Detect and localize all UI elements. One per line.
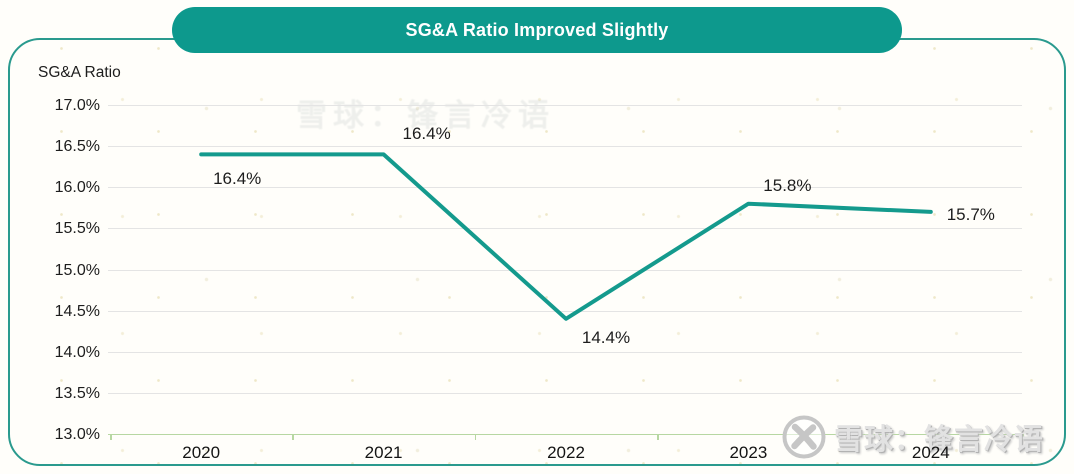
x-axis-tick: [657, 434, 659, 440]
y-axis-tick-label: 14.5%: [54, 302, 100, 320]
x-axis-tick-label: 2023: [729, 443, 768, 462]
gridline: [108, 146, 1022, 148]
chart-title: SG&A Ratio Improved Slightly: [405, 19, 669, 40]
gridline: [108, 187, 1022, 189]
y-axis-title: SG&A Ratio: [38, 64, 121, 81]
x-axis-tick-label: 2024: [911, 443, 950, 462]
watermark-text: 雪球：锋言冷语: [834, 424, 1045, 456]
y-axis-tick-label: 16.5%: [54, 138, 100, 156]
y-axis-tick-label: 13.0%: [54, 426, 100, 443]
gridline: [108, 269, 1022, 271]
data-point-label: 15.8%: [763, 175, 812, 195]
y-axis-tick-label: 16.0%: [54, 179, 100, 197]
y-axis-tick-label: 17.0%: [54, 97, 100, 114]
data-point-label: 16.4%: [213, 169, 262, 189]
y-axis-tick-label: 13.5%: [54, 384, 100, 402]
y-axis-tick-label: 14.0%: [54, 343, 100, 361]
data-point-label: 16.4%: [402, 124, 451, 144]
chart-title-banner: SG&A Ratio Improved Slightly: [172, 7, 902, 53]
y-axis-tick-label: 15.0%: [54, 261, 100, 279]
gridline: [108, 228, 1022, 230]
ghost-watermark-text: 雪球：锋言冷语: [296, 98, 555, 133]
x-axis-tick: [110, 434, 112, 440]
x-axis-tick-label: 2022: [547, 443, 585, 462]
x-axis-tick-label: 2021: [364, 443, 403, 462]
watermark: 雪球：锋言冷语: [781, 414, 1044, 460]
sga-ratio-line: [199, 152, 933, 321]
x-axis-tick: [839, 434, 842, 440]
x-axis-tick: [1022, 434, 1024, 440]
x-axis-tick: [292, 434, 294, 440]
gridline: [108, 310, 1022, 312]
data-point-label: 15.7%: [946, 204, 995, 224]
gridline: [108, 434, 1022, 435]
gridline: [108, 392, 1022, 394]
y-axis-tick-label: 15.5%: [54, 220, 100, 238]
x-axis-tick: [474, 434, 477, 440]
data-point-label: 14.4%: [581, 327, 631, 347]
x-axis-tick-label: 2020: [182, 443, 221, 462]
xueqiu-logo-icon: [782, 415, 826, 459]
gridline: [108, 351, 1022, 353]
gridline: [108, 105, 1022, 106]
